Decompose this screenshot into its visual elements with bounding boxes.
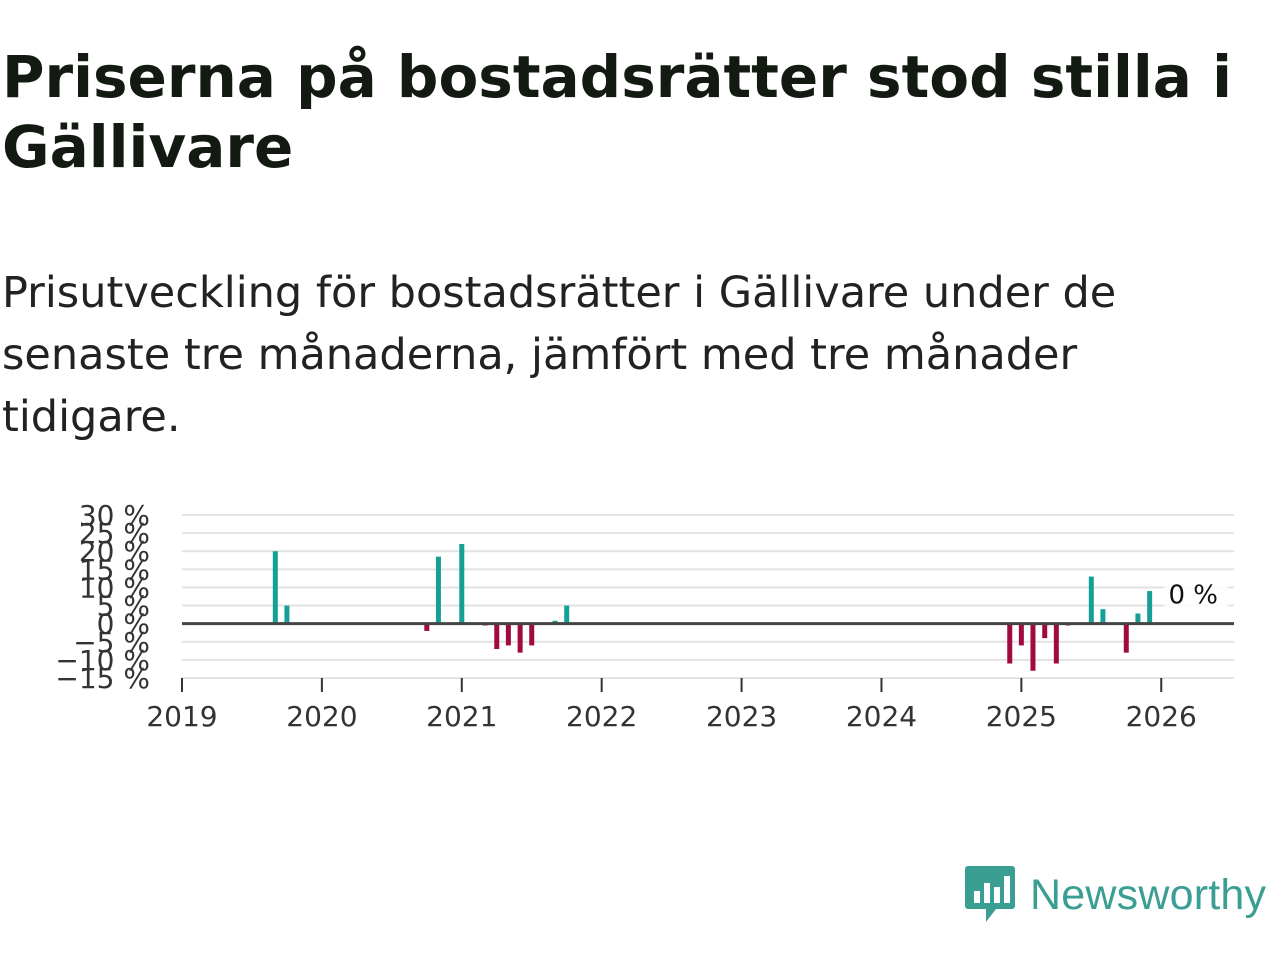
bar-negative <box>1123 623 1129 653</box>
bar-positive <box>435 556 441 624</box>
chart-subtitle: Prisutveckling för bostadsrätter i Gälli… <box>2 268 1117 442</box>
x-tick-label: 2024 <box>846 700 917 733</box>
bar-positive <box>272 551 278 624</box>
bar-negative <box>505 623 511 646</box>
bar-negative <box>1030 623 1036 671</box>
x-tick-label: 2019 <box>146 700 217 733</box>
bar-positive <box>1147 591 1153 624</box>
newsworthy-logo-text: Newsworthy <box>1030 870 1267 919</box>
bar-negative <box>529 623 535 646</box>
x-tick-label: 2022 <box>566 700 637 733</box>
bar-negative <box>424 623 430 631</box>
y-tick-label: −15 % <box>55 662 150 695</box>
bar-chart: 30 %25 %20 %15 %10 %5 %0 %−5 %−10 %−15 %… <box>55 499 1234 733</box>
x-tick-label: 2026 <box>1126 700 1197 733</box>
y-tick-label: 20 % <box>79 535 150 568</box>
bar-negative <box>1007 623 1013 664</box>
bar-negative <box>517 623 523 653</box>
bar-negative <box>1018 623 1024 646</box>
x-tick-label: 2025 <box>986 700 1057 733</box>
y-tick-label: 15 % <box>79 553 150 586</box>
newsworthy-logo-icon <box>965 866 1015 922</box>
bar-positive <box>564 605 570 624</box>
bar-negative <box>1053 623 1059 664</box>
x-tick-label: 2021 <box>426 700 497 733</box>
x-tick-label: 2020 <box>286 700 357 733</box>
x-tick-label: 2023 <box>706 700 777 733</box>
y-tick-label: −10 % <box>55 644 150 677</box>
annotation-label: 0 % <box>1168 581 1218 611</box>
y-tick-label: 30 % <box>79 499 150 532</box>
bar-negative <box>1042 623 1048 639</box>
bar-positive <box>1135 613 1141 624</box>
bar-positive <box>284 605 290 624</box>
y-tick-label: 10 % <box>79 571 150 604</box>
newsworthy-logo: Newsworthy <box>964 864 1266 926</box>
bar-positive <box>459 543 465 624</box>
annotation-background <box>1164 579 1229 610</box>
bar-positive <box>1100 609 1106 624</box>
y-tick-label: 5 % <box>97 590 150 623</box>
y-tick-label: 0 % <box>97 608 150 641</box>
bar-negative <box>494 623 500 650</box>
chart-title: Priserna på bostadsrätter stod stilla i … <box>2 43 1232 181</box>
bar-positive <box>1088 576 1094 624</box>
y-tick-label: −5 % <box>73 626 150 659</box>
y-tick-label: 25 % <box>79 517 150 550</box>
